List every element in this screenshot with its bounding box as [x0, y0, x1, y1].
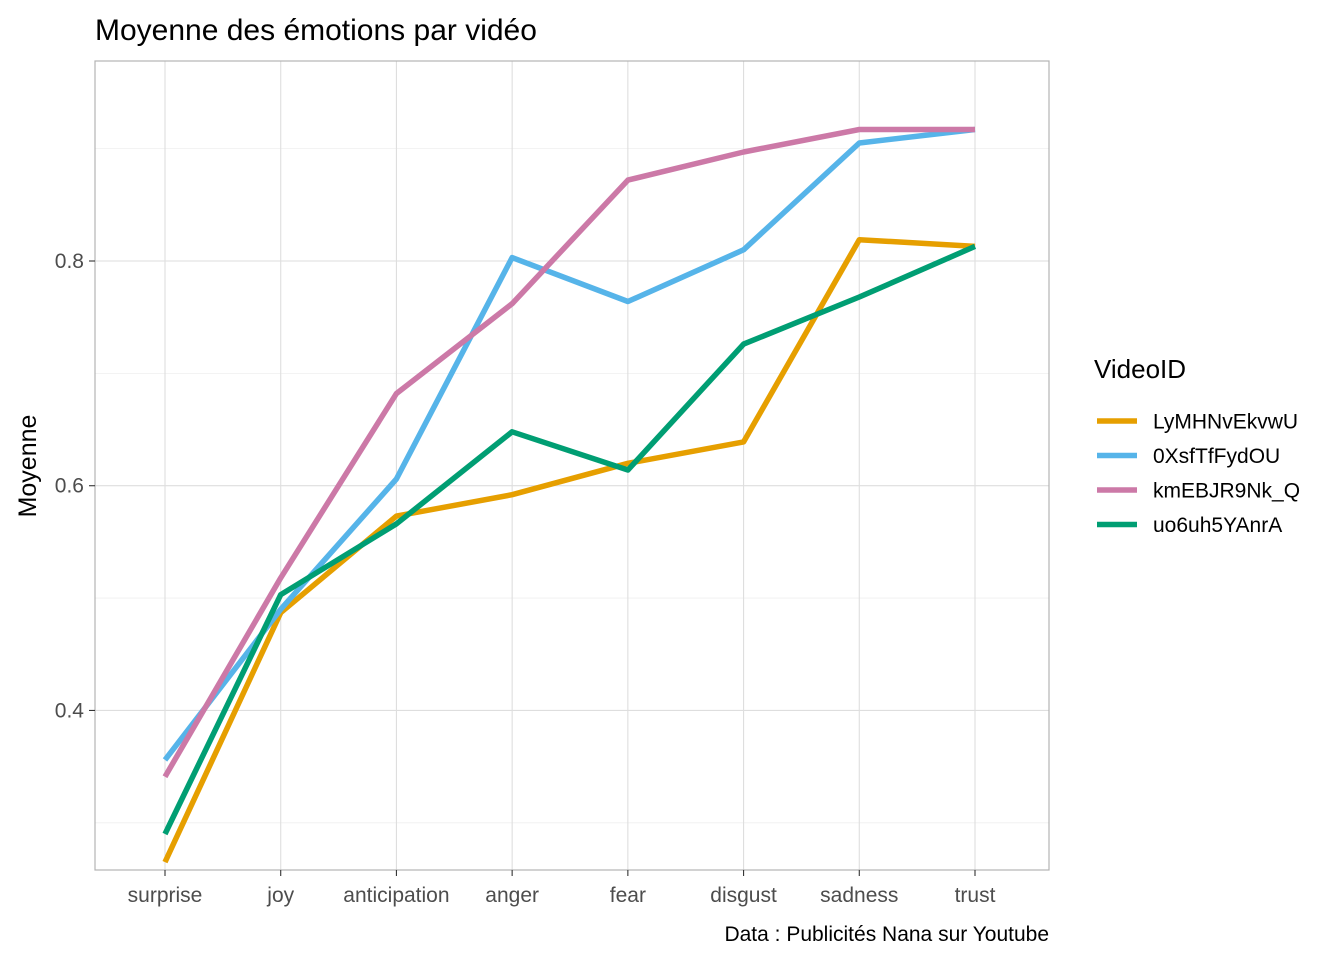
y-axis-title: Moyenne — [14, 415, 42, 518]
x-tick-label: joy — [266, 884, 294, 907]
legend-item: kmEBJR9Nk_Q — [1097, 480, 1300, 503]
y-tick-label: 0.4 — [55, 699, 85, 722]
panel-border — [94, 60, 1050, 871]
series-line-kmEBJR9Nk_Q — [162, 126, 975, 779]
y-tick-label: 0.8 — [55, 250, 84, 273]
legend-title: VideoID — [1094, 354, 1186, 384]
legend-label: kmEBJR9Nk_Q — [1153, 480, 1300, 503]
x-tick-label: disgust — [710, 884, 777, 907]
legend-label: LyMHNvEkvwU — [1153, 411, 1298, 434]
legend-item: uo6uh5YAnrA — [1097, 514, 1282, 537]
series-layer — [162, 126, 977, 864]
x-tick-label: trust — [955, 884, 996, 907]
y-tick-label: 0.6 — [55, 475, 84, 498]
legend: VideoID LyMHNvEkvwU 0XsfTfFydOU kmEBJR9Nk_… — [1094, 354, 1300, 537]
series-line-0XsfTfFydOU — [162, 126, 976, 762]
chart-caption: Data : Publicités Nana sur Youtube — [724, 923, 1049, 946]
x-tick-label: sadness — [820, 884, 898, 907]
x-tick-label: fear — [610, 884, 646, 907]
legend-items: LyMHNvEkvwU 0XsfTfFydOU kmEBJR9Nk_Q uo6uh5Y… — [1097, 411, 1300, 537]
grid-layer — [95, 61, 1049, 870]
x-tick-label: surprise — [128, 884, 203, 907]
legend-item: 0XsfTfFydOU — [1097, 445, 1280, 468]
axis-layer: 0.4 0.6 0.8 surprise joy anticipation anger fea… — [55, 250, 996, 907]
legend-label: 0XsfTfFydOU — [1153, 445, 1280, 468]
series-line-uo6uh5YAnrA — [162, 243, 977, 836]
chart-title: Moyenne des émotions par vidéo — [95, 14, 537, 47]
legend-label: uo6uh5YAnrA — [1153, 514, 1282, 537]
x-tick-label: anger — [485, 884, 539, 907]
legend-item: LyMHNvEkvwU — [1097, 411, 1298, 434]
series-line-LyMHNvEkvwU — [162, 236, 976, 864]
x-tick-label: anticipation — [343, 884, 449, 907]
